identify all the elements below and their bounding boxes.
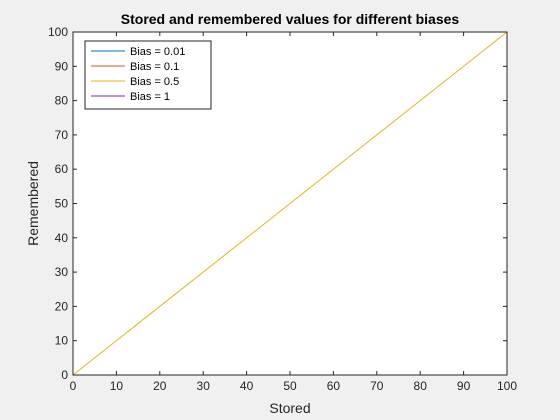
x-tick-label: 100 (497, 379, 517, 393)
y-tick-label: 40 (55, 231, 69, 245)
x-tick-label: 60 (327, 379, 341, 393)
x-tick-label: 0 (70, 379, 77, 393)
legend-label: Bias = 0.5 (130, 76, 179, 88)
x-tick-label: 90 (457, 379, 471, 393)
y-tick-label: 60 (55, 162, 69, 176)
y-tick-label: 0 (61, 368, 68, 382)
x-tick-label: 50 (283, 379, 297, 393)
x-axis-label: Stored (269, 400, 310, 416)
chart-title: Stored and remembered values for differe… (121, 11, 460, 27)
y-tick-label: 70 (55, 128, 69, 142)
x-tick-label: 70 (370, 379, 384, 393)
y-tick-label: 100 (48, 25, 68, 39)
legend: Bias = 0.01 Bias = 0.1 Bias = 0.5 Bias = 1 (84, 40, 212, 110)
legend-label: Bias = 0.01 (130, 46, 185, 58)
y-tick-label: 50 (55, 197, 69, 211)
x-tick-label: 40 (240, 379, 254, 393)
x-tick-label: 80 (414, 379, 428, 393)
y-tick-label: 10 (55, 334, 69, 348)
y-tick-label: 90 (55, 59, 69, 73)
y-axis-label: Remembered (25, 161, 41, 246)
legend-label: Bias = 0.1 (130, 61, 179, 73)
legend-box (84, 40, 212, 110)
y-tick-label: 30 (55, 265, 69, 279)
legend-label: Bias = 1 (130, 91, 170, 103)
x-tick-label: 20 (153, 379, 167, 393)
axes-layer: 0 10 20 30 40 50 60 70 80 90 100 0 10 20 30 40 50 60 70 80 9… (48, 25, 517, 393)
x-tick-label: 10 (110, 379, 124, 393)
series-line-3 (72, 31, 508, 376)
y-tick-label: 80 (55, 94, 69, 108)
x-tick-label: 30 (197, 379, 211, 393)
y-tick-label: 20 (55, 299, 69, 313)
